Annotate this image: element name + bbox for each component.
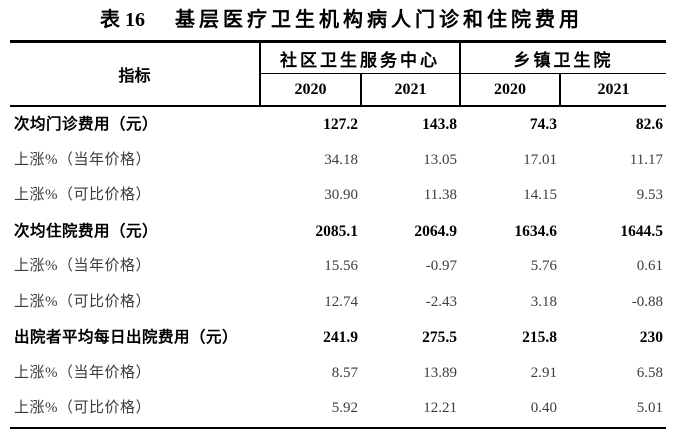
header-row-groups: 指标 社区卫生服务中心 乡镇卫生院	[10, 41, 666, 107]
value-cell: 127.2	[323, 116, 358, 133]
row-label: 上涨%（可比价格）	[14, 293, 151, 310]
value-cell: 34.18	[324, 151, 358, 168]
table-row: 次均住院费用（元） 2085.1 2064.9 1634.6 1644.5	[10, 214, 666, 250]
row-label: 上涨%（当年价格）	[14, 258, 151, 275]
table-row: 上涨%（可比价格） 30.90 11.38 14.15 9.53	[10, 178, 666, 214]
value-cell: 6.58	[636, 364, 663, 381]
value-cell: 5.76	[530, 258, 557, 275]
value-cell: 12.21	[423, 400, 457, 417]
value-cell: 12.74	[324, 293, 358, 310]
value-cell: 9.53	[636, 187, 663, 204]
value-cell: 30.90	[324, 187, 358, 204]
value-cell: 143.8	[422, 116, 457, 133]
value-cell: 0.61	[636, 258, 663, 275]
header-year-community-2020: 2020	[260, 73, 361, 107]
row-label: 次均住院费用（元）	[14, 222, 159, 240]
value-cell: 215.8	[522, 329, 557, 346]
value-cell: -0.88	[631, 293, 663, 310]
value-cell: 2.91	[530, 364, 557, 381]
row-label: 出院者平均每日出院费用（元）	[14, 329, 239, 346]
value-cell: 15.56	[324, 258, 358, 275]
header-year-community-2021: 2021	[360, 73, 460, 107]
table-title: 表 16 基层医疗卫生机构病人门诊和住院费用	[0, 0, 683, 39]
value-cell: 3.18	[530, 293, 557, 310]
statistics-table: 指标 社区卫生服务中心 乡镇卫生院 2020 2021 2020 2021 次均…	[10, 40, 666, 429]
header-indicator: 指标	[10, 41, 261, 107]
value-cell: 230	[639, 329, 663, 346]
header-year-township-2021: 2021	[559, 73, 666, 107]
value-cell: -0.97	[425, 258, 457, 275]
row-label: 上涨%（当年价格）	[14, 151, 151, 168]
row-label: 次均门诊费用（元）	[14, 116, 159, 133]
table-row: 上涨%（当年价格） 15.56 -0.97 5.76 0.61	[10, 249, 666, 285]
row-label: 上涨%（可比价格）	[14, 400, 151, 417]
value-cell: -2.43	[425, 293, 457, 310]
value-cell: 5.92	[331, 400, 358, 417]
value-cell: 11.38	[423, 187, 457, 204]
value-cell: 275.5	[422, 329, 457, 346]
value-cell: 1634.6	[514, 222, 557, 240]
table-number: 表 16	[100, 9, 145, 31]
value-cell: 8.57	[331, 364, 358, 381]
value-cell: 2085.1	[315, 222, 358, 240]
row-label: 上涨%（当年价格）	[14, 364, 151, 381]
header-group-township-hospital: 乡镇卫生院	[459, 41, 666, 74]
value-cell: 2064.9	[414, 222, 457, 240]
value-cell: 1644.5	[620, 222, 663, 240]
value-cell: 11.17	[629, 151, 663, 168]
value-cell: 74.3	[529, 116, 557, 133]
table-row: 上涨%（当年价格） 34.18 13.05 17.01 11.17	[10, 143, 666, 179]
table-row: 出院者平均每日出院费用（元） 241.9 275.5 215.8 230	[10, 320, 666, 356]
row-label: 上涨%（可比价格）	[14, 187, 151, 204]
header-year-township-2020: 2020	[459, 73, 560, 107]
table-row: 上涨%（当年价格） 8.57 13.89 2.91 6.58	[10, 356, 666, 392]
table-row: 上涨%（可比价格） 12.74 -2.43 3.18 -0.88	[10, 285, 666, 321]
value-cell: 13.05	[423, 151, 457, 168]
header-row-years: 2020 2021 2020 2021	[10, 73, 666, 107]
value-cell: 14.15	[523, 187, 557, 204]
value-cell: 82.6	[635, 116, 663, 133]
table-row: 次均门诊费用（元） 127.2 143.8 74.3 82.6	[10, 106, 666, 143]
table-header: 指标 社区卫生服务中心 乡镇卫生院 2020 2021 2020 2021	[10, 41, 666, 107]
value-cell: 5.01	[636, 400, 663, 417]
value-cell: 0.40	[530, 400, 557, 417]
table-body: 次均门诊费用（元） 127.2 143.8 74.3 82.6 上涨%（当年价格…	[10, 106, 666, 428]
table-row: 上涨%（可比价格） 5.92 12.21 0.40 5.01	[10, 391, 666, 428]
value-cell: 241.9	[323, 329, 358, 346]
value-cell: 17.01	[523, 151, 557, 168]
value-cell: 13.89	[423, 364, 457, 381]
header-group-community-center: 社区卫生服务中心	[260, 41, 460, 74]
table-title-text: 基层医疗卫生机构病人门诊和住院费用	[175, 9, 583, 31]
